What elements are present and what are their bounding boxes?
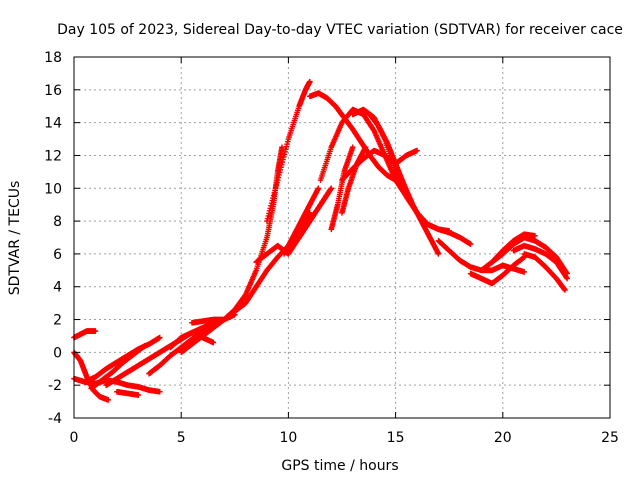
series-track-25 (467, 254, 528, 287)
data-point-marker (307, 78, 313, 85)
y-tick-label: 18 (44, 50, 62, 66)
x-tick-label: 20 (494, 430, 512, 446)
data-point-marker (532, 233, 538, 239)
data-point-marker (156, 388, 163, 395)
series-track-28 (510, 242, 570, 282)
y-tick-label: 10 (44, 181, 62, 197)
series-track-11 (189, 316, 227, 326)
data-point-marker (435, 251, 442, 257)
series-track-14 (264, 78, 313, 224)
series-track-19 (328, 144, 356, 233)
x-tick-label: 15 (387, 430, 405, 446)
grid-lines (74, 57, 610, 418)
y-tick-label: -4 (48, 411, 62, 427)
series-track-23 (367, 111, 442, 257)
data-point-marker (362, 144, 369, 151)
x-tick-label: 10 (279, 430, 297, 446)
data-point-marker (564, 275, 570, 282)
series-track-24 (435, 237, 528, 275)
y-tick-label: 8 (53, 214, 62, 230)
data-point-marker (105, 397, 112, 403)
y-axis-label: SDTVAR / TECUs (7, 181, 23, 296)
data-point-marker (562, 287, 568, 293)
series-track-15 (281, 185, 322, 257)
data-point-marker (92, 328, 99, 334)
x-tick-label: 25 (601, 430, 619, 446)
data-point-marker (467, 241, 474, 247)
x-tick-label: 0 (70, 430, 79, 446)
y-tick-label: 12 (44, 148, 62, 164)
data-point-marker (349, 144, 356, 151)
data-point-marker (414, 147, 420, 154)
series-track-21 (339, 147, 420, 183)
y-tick-label: 14 (44, 116, 62, 132)
y-tick-label: 6 (53, 247, 62, 263)
y-tick-label: 4 (53, 280, 62, 296)
y-tick-label: 2 (53, 313, 62, 329)
data-point-marker (328, 185, 335, 192)
y-tick-label: -2 (48, 378, 62, 394)
y-tick-label: 16 (44, 83, 62, 99)
data-point-marker (135, 392, 142, 398)
data-point-marker (315, 185, 322, 192)
series-track-1 (71, 349, 112, 403)
x-axis-label: GPS time / hours (281, 458, 398, 474)
data-point-marker (521, 269, 528, 275)
plot-frame (73, 56, 611, 419)
x-tick-label: 5 (177, 430, 186, 446)
series-track-8 (146, 320, 217, 377)
series-track-7 (114, 388, 142, 398)
axis-ticks: -4 -2 0 2 4 6 8 10 12 14 16 18 0 5 10 15 20 25 (44, 50, 619, 446)
y-tick-label: 0 (53, 345, 62, 361)
series-track-5 (88, 343, 148, 392)
data-point-marker (221, 316, 227, 323)
series-track-17 (307, 90, 399, 183)
series-track-16 (296, 185, 335, 241)
data-points (71, 78, 570, 403)
data-point-marker (156, 334, 163, 341)
chart-title: Day 105 of 2023, Sidereal Day-to-day VTE… (57, 22, 623, 38)
data-point-marker (141, 343, 148, 349)
series-track-29 (521, 251, 568, 293)
data-point-marker (210, 339, 217, 346)
